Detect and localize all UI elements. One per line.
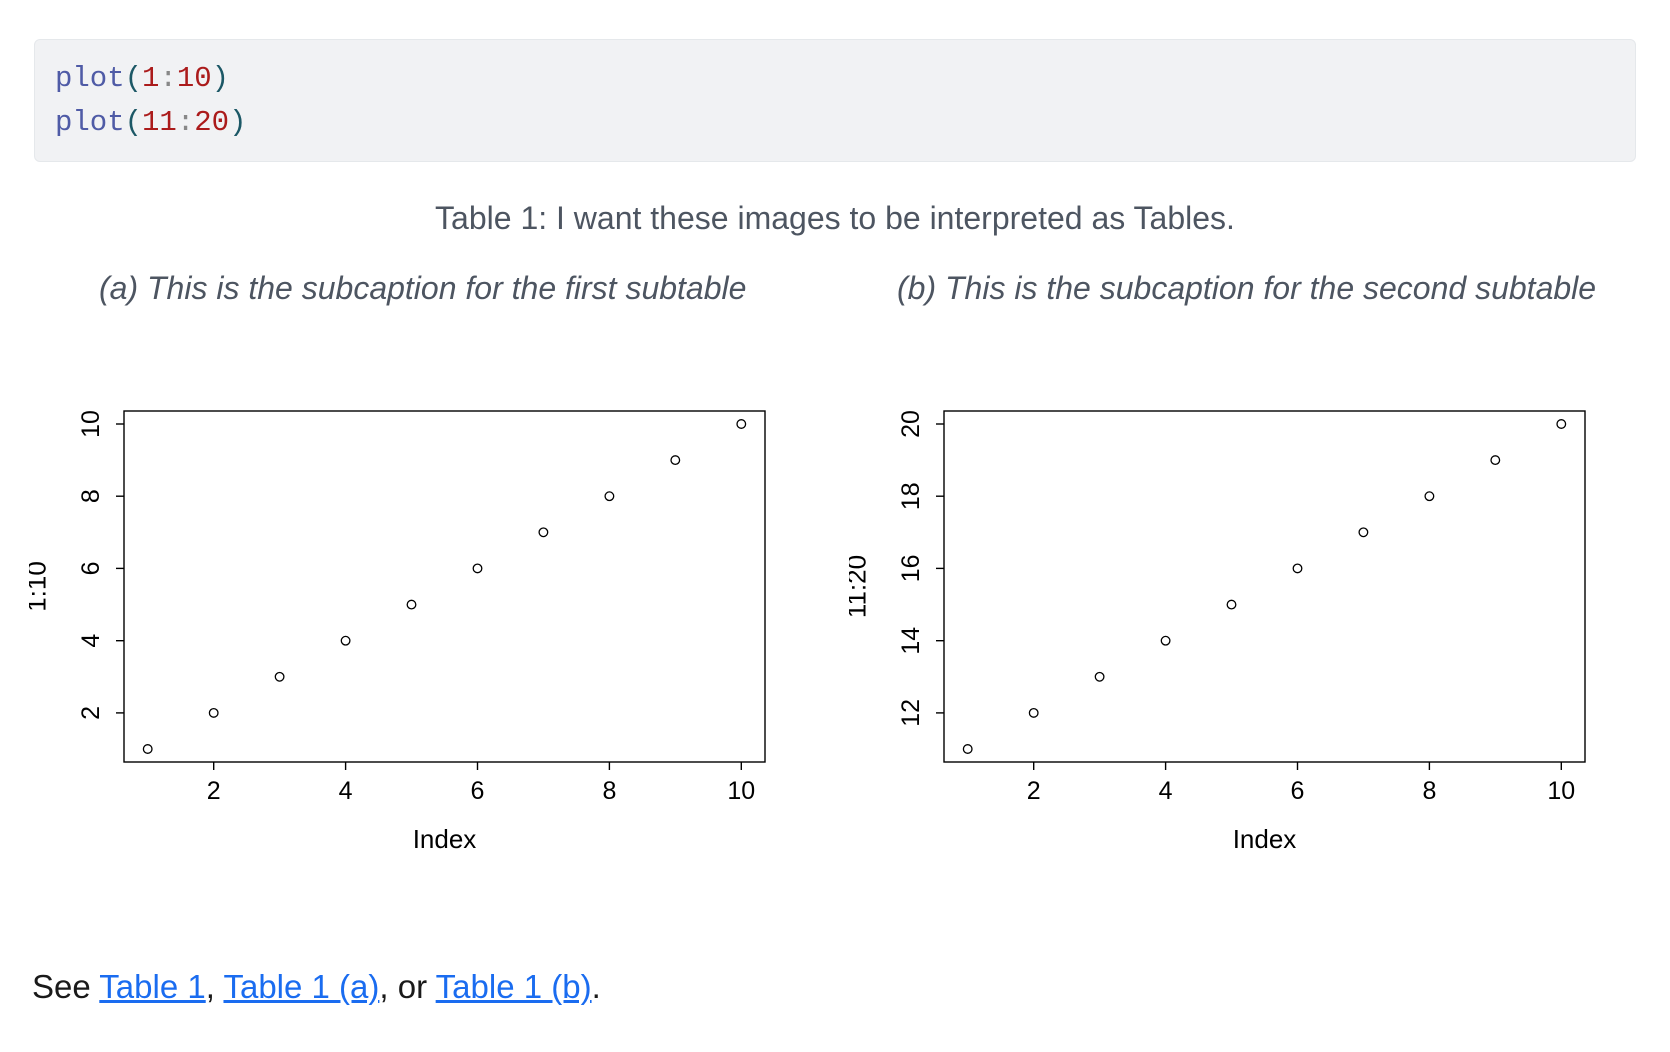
svg-text:8: 8 bbox=[77, 489, 105, 503]
svg-text:6: 6 bbox=[471, 777, 485, 805]
svg-text:Index: Index bbox=[413, 824, 477, 852]
svg-text:8: 8 bbox=[602, 777, 616, 805]
svg-text:14: 14 bbox=[897, 627, 925, 655]
svg-text:1:10: 1:10 bbox=[29, 561, 52, 612]
svg-text:2: 2 bbox=[207, 777, 221, 805]
svg-text:18: 18 bbox=[897, 482, 925, 510]
svg-text:20: 20 bbox=[897, 410, 925, 438]
svg-text:10: 10 bbox=[727, 777, 755, 805]
svg-text:4: 4 bbox=[1159, 777, 1173, 805]
svg-text:4: 4 bbox=[77, 634, 105, 648]
svg-text:6: 6 bbox=[1291, 777, 1305, 805]
svg-text:10: 10 bbox=[77, 410, 105, 438]
svg-text:Index: Index bbox=[1233, 824, 1297, 852]
svg-text:12: 12 bbox=[897, 699, 925, 727]
svg-text:11:20: 11:20 bbox=[849, 555, 872, 618]
svg-text:16: 16 bbox=[897, 554, 925, 582]
svg-text:10: 10 bbox=[1547, 777, 1575, 805]
svg-text:4: 4 bbox=[339, 777, 353, 805]
svg-text:8: 8 bbox=[1422, 777, 1436, 805]
svg-text:2: 2 bbox=[1027, 777, 1041, 805]
svg-text:2: 2 bbox=[77, 706, 105, 720]
svg-text:6: 6 bbox=[77, 561, 105, 575]
